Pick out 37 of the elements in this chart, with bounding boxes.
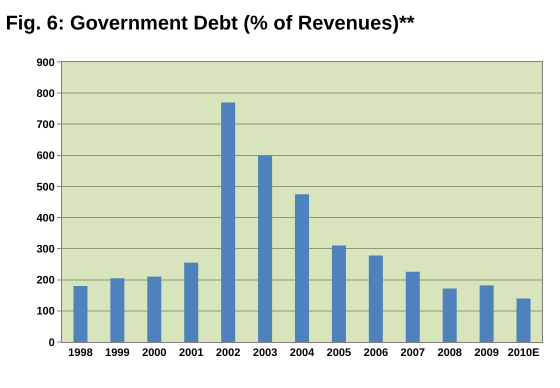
- y-tick-label: 900: [36, 56, 55, 69]
- x-tick-label: 2000: [142, 347, 167, 360]
- x-tick-label: 2010E: [508, 347, 540, 360]
- x-tick-label: 2007: [400, 347, 426, 360]
- x-tick-label: 2008: [437, 347, 462, 360]
- x-tick-label: 1999: [105, 347, 130, 360]
- bar: [332, 246, 346, 342]
- y-tick-label: 100: [36, 306, 55, 318]
- y-tick-label: 0: [48, 336, 55, 349]
- y-tick-label: 400: [36, 212, 55, 224]
- bar: [221, 102, 236, 342]
- bar: [406, 272, 420, 342]
- bar: [442, 288, 457, 342]
- bar: [368, 256, 383, 342]
- bar: [73, 286, 88, 342]
- chart-title: Fig. 6: Government Debt (% of Revenues)**: [6, 12, 415, 35]
- bar: [480, 285, 494, 342]
- bar: [110, 278, 124, 342]
- x-tick-label: 2006: [364, 347, 388, 360]
- x-tick-label: 2003: [252, 347, 278, 360]
- bar: [184, 262, 198, 342]
- x-tick-label: 1998: [68, 347, 93, 360]
- y-tick-label: 300: [36, 244, 55, 256]
- x-tick-label: 2009: [474, 347, 499, 360]
- y-tick-label: 800: [36, 88, 55, 100]
- x-tick-label: 2005: [326, 347, 352, 360]
- y-tick-label: 700: [36, 119, 55, 132]
- x-tick-label: 2001: [178, 347, 204, 360]
- y-tick-label: 600: [36, 150, 55, 162]
- x-tick-label: 2004: [290, 347, 316, 360]
- bar: [516, 298, 531, 342]
- y-tick-label: 200: [36, 274, 55, 287]
- x-tick-label: 2002: [216, 347, 240, 360]
- y-tick-label: 500: [36, 181, 55, 194]
- bar: [294, 194, 310, 342]
- bar: [258, 155, 272, 342]
- bar: [147, 276, 162, 342]
